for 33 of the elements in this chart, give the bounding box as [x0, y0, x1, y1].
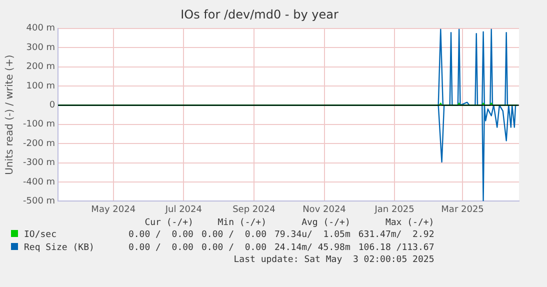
text: 24.14m/ 45.98m	[274, 242, 352, 255]
y-tick-label: -300 m	[22, 158, 56, 168]
y-tick-label: -200 m	[22, 138, 56, 149]
legend-label: Req Size (KB)	[24, 243, 94, 253]
legend-label: IO/sec	[24, 230, 57, 240]
text: Max (-/+)	[384, 218, 436, 229]
text: Avg (-/+)	[300, 218, 352, 229]
text: Min (-/+)	[216, 218, 268, 229]
text: 79.34u/ 1.05m	[274, 229, 352, 242]
chart-title: IOs for /dev/md0 - by year	[180, 7, 338, 22]
y-axis-title: Units read (-) / write (+)	[4, 54, 16, 175]
text: 0.00 / 0.00	[200, 242, 268, 255]
text: 0.00 / 0.00	[127, 229, 194, 242]
text: Last update: Sat May 3 02:00:05 2025	[232, 255, 436, 266]
text: 0.00 / 0.00	[127, 242, 194, 255]
x-tick-label: Jul 2024	[164, 204, 202, 215]
text: 0.00 / 0.00	[200, 229, 268, 242]
x-tick-label: Jan 2025	[374, 204, 414, 215]
x-tick-label: Mar 2025	[441, 204, 484, 215]
text: 106.18 /113.67	[357, 242, 436, 255]
x-tick-label: May 2024	[91, 204, 136, 215]
text: Cur (-/+)	[144, 218, 194, 229]
y-tick-label: 300 m	[26, 42, 56, 53]
x-tick-label: Nov 2024	[302, 204, 346, 215]
y-tick-label: 400 m	[26, 24, 56, 34]
x-tick-label: Sep 2024	[232, 204, 276, 215]
text: 631.47m/ 2.92	[357, 229, 436, 242]
y-tick-label: 100 m	[26, 81, 56, 92]
y-tick-label: -100 m	[22, 120, 56, 130]
y-tick-label: 0	[49, 100, 56, 111]
y-tick-label: -400 m	[22, 177, 56, 188]
y-tick-label: -500 m	[22, 196, 56, 207]
y-tick-label: 200 m	[26, 62, 56, 72]
